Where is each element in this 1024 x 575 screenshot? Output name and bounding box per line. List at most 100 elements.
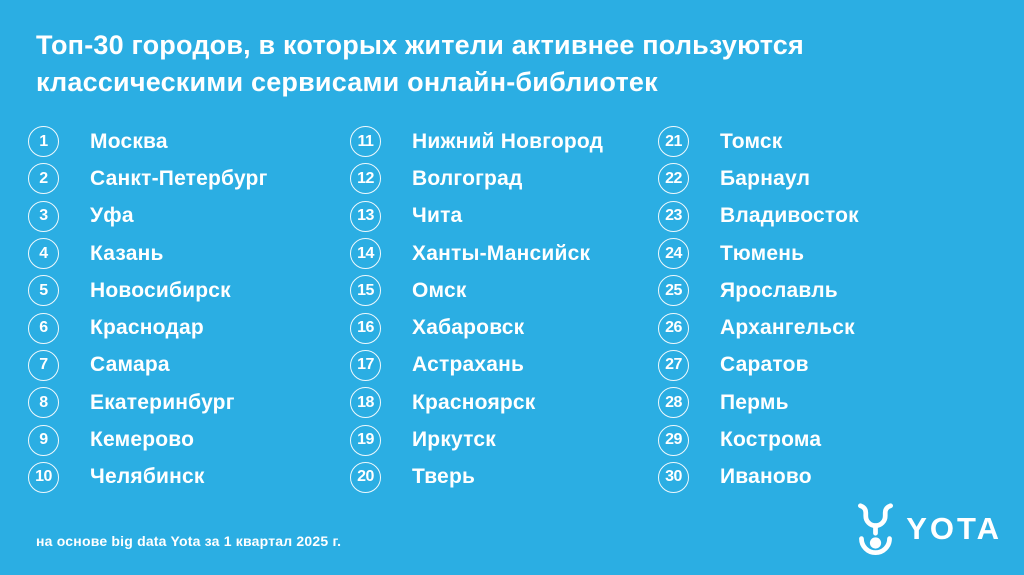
- rank-badge: 9: [28, 424, 59, 456]
- list-item: 13 Чита: [350, 198, 658, 235]
- yota-logo: YOTA: [857, 503, 1002, 557]
- rank-badge: 22: [658, 163, 689, 195]
- list-item: 18 Красноярск: [350, 384, 658, 421]
- city-list: 1 Москва 2 Санкт-Петербург 3 Уфа 4 Казань 5 Новос…: [28, 123, 996, 496]
- list-item: 5 Новосибирск: [28, 272, 350, 309]
- city-label: Кемерово: [90, 428, 195, 452]
- yota-logo-symbol: [858, 503, 894, 555]
- rank-badge: 16: [350, 312, 381, 344]
- city-column-3: 21 Томск 22 Барнаул 23 Владивосток 24 Тюмень 25 Я…: [658, 123, 996, 496]
- rank-badge: 25: [658, 275, 689, 307]
- list-item: 28 Пермь: [658, 384, 996, 421]
- city-column-2: 11 Нижний Новгород 12 Волгоград 13 Чита 14 Хант…: [350, 123, 658, 496]
- rank-badge: 13: [350, 200, 381, 232]
- rank-badge: 15: [350, 275, 381, 307]
- city-label: Ханты-Мансийск: [412, 241, 591, 265]
- yota-wordmark: YOTA: [906, 510, 1002, 546]
- page-title: Топ-30 городов, в которых жители активне…: [36, 30, 804, 97]
- rank-badge: 7: [28, 349, 59, 381]
- rank-badge: 6: [28, 312, 59, 344]
- list-item: 22 Барнаул: [658, 160, 996, 197]
- rank-badge: 4: [28, 238, 59, 270]
- city-column-1: 1 Москва 2 Санкт-Петербург 3 Уфа 4 Казань 5 Новос…: [28, 123, 350, 496]
- rank-badge: 29: [658, 424, 689, 456]
- city-label: Ярославль: [720, 278, 838, 302]
- city-label: Омск: [412, 278, 467, 302]
- rank-badge: 24: [658, 238, 689, 270]
- city-label: Москва: [90, 129, 168, 153]
- rank-badge: 26: [658, 312, 689, 344]
- city-label: Санкт-Петербург: [90, 166, 268, 190]
- city-label: Нижний Новгород: [412, 129, 604, 153]
- list-item: 23 Владивосток: [658, 198, 996, 235]
- city-label: Барнаул: [720, 166, 811, 190]
- rank-badge: 21: [658, 126, 689, 158]
- list-item: 20 Тверь: [350, 459, 658, 496]
- city-label: Иркутск: [412, 428, 496, 452]
- rank-badge: 3: [28, 200, 59, 232]
- city-label: Владивосток: [720, 204, 859, 228]
- city-label: Челябинск: [90, 465, 205, 489]
- list-item: 24 Тюмень: [658, 235, 996, 272]
- list-item: 6 Краснодар: [28, 309, 350, 346]
- rank-badge: 10: [28, 461, 59, 493]
- list-item: 29 Кострома: [658, 421, 996, 458]
- list-item: 17 Астрахань: [350, 347, 658, 384]
- rank-badge: 27: [658, 349, 689, 381]
- rank-badge: 8: [28, 387, 59, 419]
- rank-badge: 17: [350, 349, 381, 381]
- list-item: 4 Казань: [28, 235, 350, 272]
- city-label: Чита: [412, 204, 463, 228]
- list-item: 10 Челябинск: [28, 459, 350, 496]
- city-label: Тюмень: [720, 241, 805, 265]
- city-label: Краснодар: [90, 316, 204, 340]
- rank-badge: 5: [28, 275, 59, 307]
- list-item: 15 Омск: [350, 272, 658, 309]
- list-item: 12 Волгоград: [350, 160, 658, 197]
- city-label: Красноярск: [412, 390, 536, 414]
- list-item: 11 Нижний Новгород: [350, 123, 658, 160]
- rank-badge: 20: [350, 461, 381, 493]
- list-item: 2 Санкт-Петербург: [28, 160, 350, 197]
- city-label: Казань: [90, 241, 164, 265]
- rank-badge: 12: [350, 163, 381, 195]
- list-item: 19 Иркутск: [350, 421, 658, 458]
- list-item: 16 Хабаровск: [350, 309, 658, 346]
- city-label: Волгоград: [412, 166, 523, 190]
- rank-badge: 14: [350, 238, 381, 270]
- list-item: 1 Москва: [28, 123, 350, 160]
- city-label: Новосибирск: [90, 278, 231, 302]
- city-label: Кострома: [720, 428, 822, 452]
- rank-badge: 23: [658, 200, 689, 232]
- list-item: 26 Архангельск: [658, 309, 996, 346]
- list-item: 9 Кемерово: [28, 421, 350, 458]
- city-label: Томск: [720, 129, 783, 153]
- city-label: Архангельск: [720, 316, 855, 340]
- city-label: Хабаровск: [412, 316, 525, 340]
- city-label: Уфа: [90, 204, 134, 228]
- source-note: на основе big data Yota за 1 квартал 202…: [36, 533, 342, 549]
- list-item: 8 Екатеринбург: [28, 384, 350, 421]
- city-label: Иваново: [720, 465, 812, 489]
- rank-badge: 28: [658, 387, 689, 419]
- city-label: Пермь: [720, 390, 789, 414]
- rank-badge: 1: [28, 126, 59, 158]
- rank-badge: 18: [350, 387, 381, 419]
- city-label: Саратов: [720, 353, 809, 377]
- list-item: 14 Ханты-Мансийск: [350, 235, 658, 272]
- list-item: 27 Саратов: [658, 347, 996, 384]
- city-label: Самара: [90, 353, 170, 377]
- city-label: Астрахань: [412, 353, 525, 377]
- rank-badge: 30: [658, 461, 689, 493]
- rank-badge: 19: [350, 424, 381, 456]
- list-item: 21 Томск: [658, 123, 996, 160]
- city-label: Екатеринбург: [90, 390, 235, 414]
- rank-badge: 2: [28, 163, 59, 195]
- list-item: 7 Самара: [28, 347, 350, 384]
- city-label: Тверь: [412, 465, 476, 489]
- list-item: 30 Иваново: [658, 459, 996, 496]
- rank-badge: 11: [350, 126, 381, 158]
- list-item: 3 Уфа: [28, 198, 350, 235]
- list-item: 25 Ярославль: [658, 272, 996, 309]
